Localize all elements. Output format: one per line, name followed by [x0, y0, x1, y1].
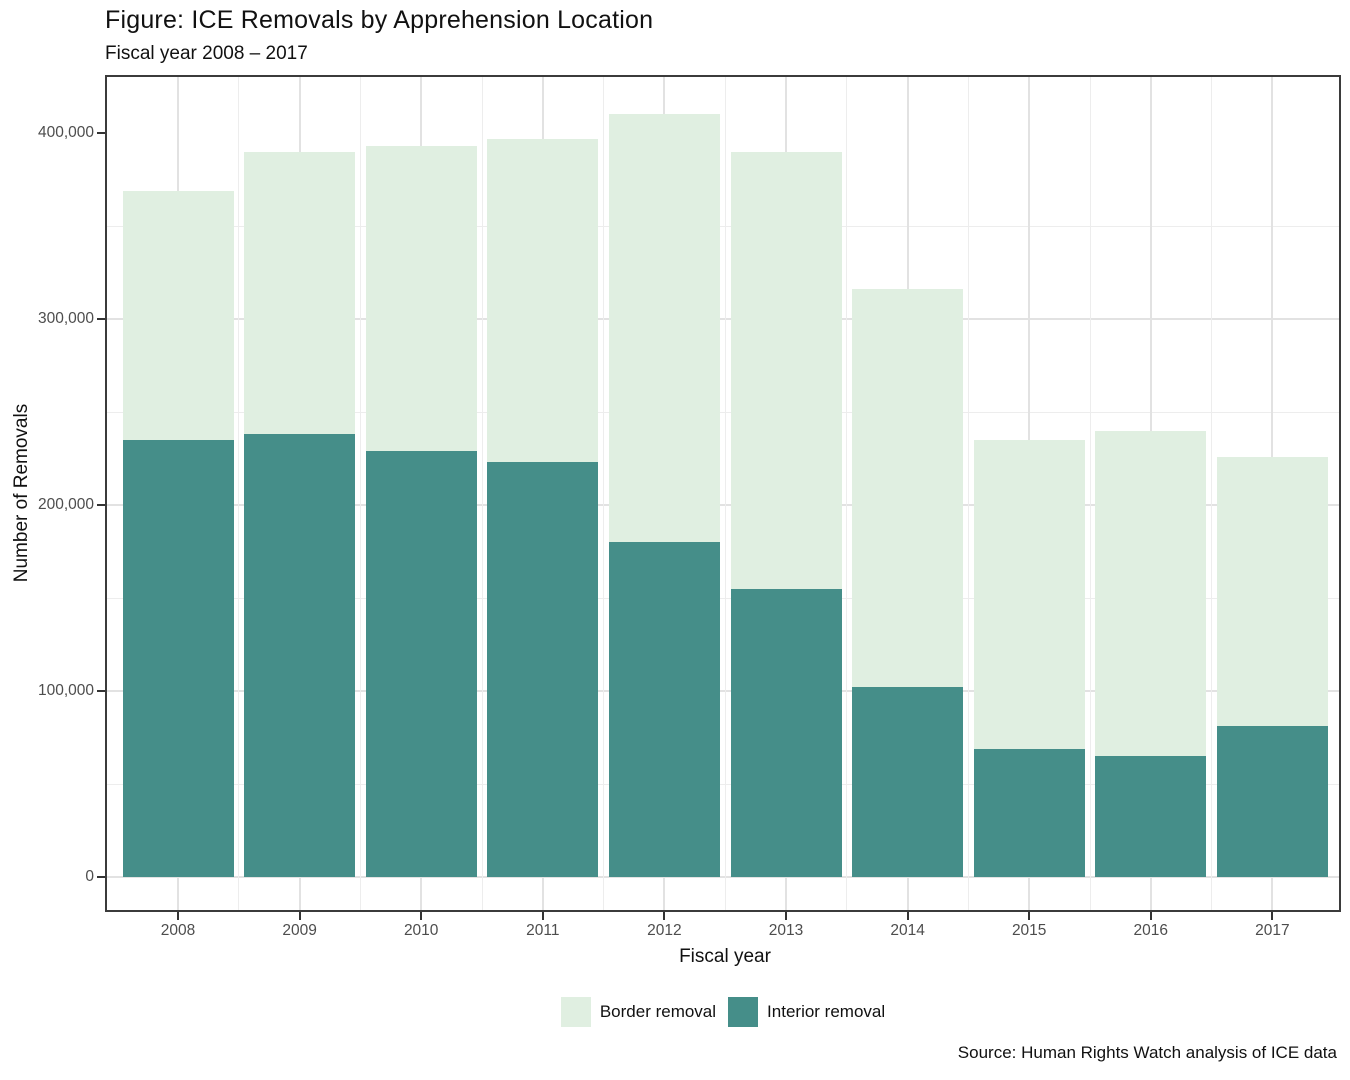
bar-segment-2014-border-removal: [852, 289, 964, 688]
x-tick-mark: [420, 912, 423, 920]
bar-segment-2012-interior-removal: [608, 542, 720, 877]
x-tick-mark: [1149, 912, 1152, 920]
y-tick-label: 0: [85, 868, 94, 885]
gridline-minor: [107, 783, 1339, 785]
gridline-vertical-minor: [1211, 77, 1213, 910]
x-tick-label: 2017: [1255, 922, 1290, 939]
y-tick-mark: [97, 690, 105, 692]
bar-segment-2013-border-removal: [730, 151, 842, 589]
bar-segment-2013-interior-removal: [730, 588, 842, 877]
bar-segment-2012-border-removal: [608, 114, 720, 543]
bar-segment-2010-interior-removal: [365, 451, 477, 877]
x-tick-mark: [1271, 912, 1274, 920]
x-tick-label: 2008: [160, 922, 196, 939]
x-tick-label: 2011: [526, 922, 560, 939]
x-tick-mark: [663, 912, 666, 920]
gridline-vertical-minor: [846, 77, 848, 910]
x-tick-mark: [177, 912, 179, 920]
bar-segment-2017-border-removal: [1216, 456, 1328, 727]
gridline-minor: [107, 597, 1339, 599]
legend-label: Border removal: [599, 1002, 717, 1021]
y-tick-mark: [97, 318, 105, 320]
x-tick-mark: [785, 912, 787, 920]
x-tick-label: 2013: [768, 922, 804, 939]
y-tick-mark: [97, 132, 105, 134]
y-axis-title: Number of Removals: [11, 403, 32, 583]
x-axis-title: Fiscal year: [679, 946, 771, 967]
x-tick-label: 2009: [282, 922, 317, 939]
gridline-vertical-minor: [359, 77, 361, 910]
x-tick-label: 2016: [1133, 922, 1169, 939]
gridline-minor: [107, 225, 1339, 227]
gridline-major: [107, 504, 1339, 506]
bar-segment-2011-border-removal: [487, 138, 599, 463]
bar-segment-2011-interior-removal: [487, 462, 599, 877]
y-tick-label: 400,000: [37, 124, 94, 141]
legend-label: Interior removal: [767, 1002, 886, 1021]
y-tick-label: 100,000: [37, 682, 94, 699]
gridline-major: [107, 690, 1339, 692]
y-tick-mark: [97, 504, 105, 506]
chart-title: Figure: ICE Removals by Apprehension Loc…: [105, 6, 654, 34]
y-tick-label: 200,000: [37, 496, 94, 513]
bar-segment-2015-border-removal: [973, 439, 1085, 749]
bar-segment-2008-border-removal: [122, 190, 234, 440]
x-tick-mark: [298, 912, 301, 920]
x-tick-label: 2015: [1011, 922, 1047, 939]
bar-segment-2015-interior-removal: [973, 748, 1085, 877]
legend-item-border-removal: Border removal: [560, 997, 717, 1027]
y-tick-mark: [97, 876, 105, 878]
source-note: Source: Human Rights Watch analysis of I…: [957, 1043, 1337, 1062]
gridline-vertical-minor: [603, 77, 605, 910]
gridline-vertical-minor: [1089, 77, 1091, 910]
gridline-minor: [107, 411, 1339, 413]
bar-segment-2014-interior-removal: [852, 687, 964, 877]
legend-swatch: [560, 997, 591, 1027]
bar-segment-2009-border-removal: [244, 151, 356, 435]
legend: Border removal Interior removal: [105, 995, 1341, 1029]
chart-subtitle: Fiscal year 2008 – 2017: [105, 43, 308, 64]
bar-segment-2017-interior-removal: [1216, 726, 1328, 877]
gridline-vertical-minor: [967, 77, 969, 910]
bar-segment-2009-interior-removal: [244, 434, 356, 877]
legend-swatch: [728, 997, 759, 1027]
x-tick-label: 2014: [890, 922, 925, 939]
y-tick-label: 300,000: [37, 310, 94, 327]
gridline-major: [107, 318, 1339, 320]
gridline-major: [107, 876, 1339, 878]
gridline-vertical-minor: [238, 77, 240, 910]
x-tick-label: 2012: [647, 922, 682, 939]
bar-segment-2008-interior-removal: [122, 439, 234, 877]
gridline-vertical-minor: [724, 77, 726, 910]
x-tick-mark: [541, 912, 544, 920]
legend-item-interior-removal: Interior removal: [728, 997, 885, 1027]
x-tick-mark: [906, 912, 909, 920]
bar-segment-2016-border-removal: [1095, 430, 1207, 757]
bar-segment-2016-interior-removal: [1095, 756, 1207, 877]
gridline-vertical-minor: [481, 77, 483, 910]
x-tick-label: 2010: [403, 922, 439, 939]
x-tick-mark: [1028, 912, 1031, 920]
bar-segment-2010-border-removal: [365, 146, 477, 452]
